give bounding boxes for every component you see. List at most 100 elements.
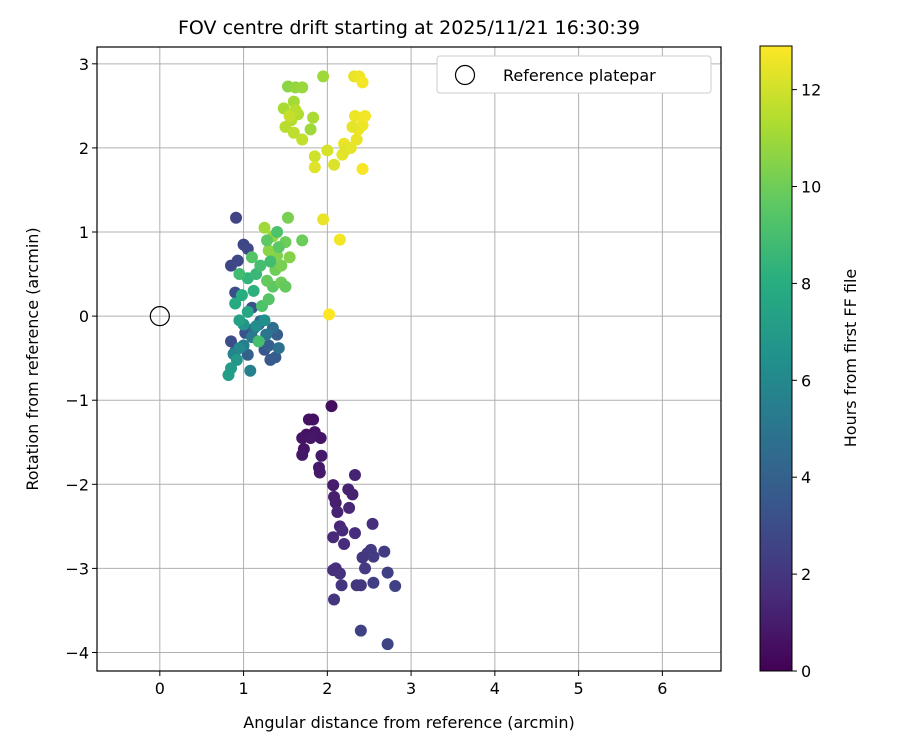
y-tick-label: −2 — [65, 475, 89, 494]
data-point — [317, 70, 330, 83]
chart-title: FOV centre drift starting at 2025/11/21 … — [178, 17, 640, 39]
colorbar-tick-label: 8 — [801, 274, 811, 293]
data-point — [269, 351, 282, 364]
y-tick-label: 1 — [79, 223, 89, 242]
data-point — [308, 161, 321, 174]
data-point — [258, 221, 271, 234]
data-point — [348, 469, 361, 482]
data-point — [241, 305, 254, 318]
data-point — [231, 254, 244, 267]
plot-frame — [96, 46, 722, 672]
data-point — [354, 579, 367, 592]
data-point — [328, 593, 341, 606]
data-point — [262, 339, 275, 352]
data-point — [381, 638, 394, 651]
y-tick-label: −1 — [65, 391, 89, 410]
data-point — [323, 308, 336, 321]
data-point — [381, 566, 394, 579]
legend-box — [436, 55, 712, 94]
data-point — [307, 111, 320, 124]
data-point — [262, 244, 275, 257]
data-point — [245, 251, 258, 264]
data-point — [247, 284, 260, 297]
data-point — [272, 241, 285, 254]
data-point — [335, 579, 348, 592]
data-point — [250, 320, 263, 333]
data-point — [359, 109, 372, 122]
data-point — [304, 432, 317, 445]
colorbar — [759, 45, 793, 672]
data-point — [275, 259, 288, 272]
data-point — [378, 545, 391, 558]
data-point — [313, 466, 326, 479]
data-points — [222, 70, 402, 651]
data-point — [296, 448, 309, 461]
data-point — [261, 234, 274, 247]
data-point — [321, 144, 334, 157]
y-axis-ticks: −4 −3 −2 −1 0 1 2 3 — [65, 55, 97, 662]
data-point — [233, 268, 246, 281]
x-axis-ticks: 0 1 2 3 4 5 6 — [155, 671, 667, 698]
x-tick-label: 0 — [155, 679, 165, 698]
data-point — [287, 126, 300, 139]
data-point — [230, 211, 243, 224]
data-point — [343, 501, 356, 514]
y-tick-label: −3 — [65, 559, 89, 578]
data-point — [336, 524, 349, 537]
data-point — [254, 259, 267, 272]
data-point — [222, 368, 235, 381]
data-point — [354, 624, 367, 637]
data-point — [230, 353, 243, 366]
x-tick-label: 3 — [406, 679, 416, 698]
data-point — [350, 133, 363, 146]
data-point — [328, 158, 341, 171]
data-point — [346, 120, 359, 133]
data-point — [327, 479, 340, 492]
colorbar-tick-label: 12 — [801, 81, 821, 100]
data-point — [302, 413, 315, 426]
x-tick-label: 4 — [490, 679, 500, 698]
data-point — [338, 538, 351, 551]
data-point — [317, 213, 330, 226]
data-point — [356, 76, 369, 89]
colorbar-tick-label: 10 — [801, 178, 821, 197]
gridlines — [97, 47, 721, 671]
data-point — [233, 342, 246, 355]
data-point — [333, 233, 346, 246]
data-point — [262, 293, 275, 306]
data-point — [241, 348, 254, 361]
data-point — [264, 255, 277, 268]
data-point — [296, 133, 309, 146]
data-point — [229, 297, 242, 310]
x-tick-label: 2 — [322, 679, 332, 698]
x-tick-label: 5 — [574, 679, 584, 698]
data-point — [367, 576, 380, 589]
data-point — [366, 517, 379, 530]
data-point — [367, 550, 380, 563]
data-point — [258, 314, 271, 327]
colorbar-tick-label: 0 — [801, 662, 811, 681]
x-axis-label: Angular distance from reference (arcmin) — [243, 713, 574, 732]
colorbar-tick-label: 4 — [801, 468, 811, 487]
colorbar-label: Hours from first FF file — [841, 269, 860, 448]
data-point — [279, 280, 292, 293]
reference-platepar-marker — [149, 306, 170, 327]
data-point — [329, 496, 342, 509]
data-point — [272, 342, 285, 355]
data-point — [296, 234, 309, 247]
x-tick-label: 6 — [657, 679, 667, 698]
data-point — [225, 335, 238, 348]
legend-marker-icon — [454, 64, 476, 86]
data-point — [304, 123, 317, 136]
data-point — [244, 364, 257, 377]
y-tick-label: 2 — [79, 139, 89, 158]
data-point — [308, 150, 321, 163]
x-tick-label: 1 — [238, 679, 248, 698]
data-point — [235, 289, 248, 302]
colorbar-tick-label: 6 — [801, 371, 811, 390]
y-tick-label: −4 — [65, 643, 89, 662]
legend-label: Reference platepar — [503, 66, 656, 85]
legend: Reference platepar — [436, 55, 712, 94]
y-tick-label: 3 — [79, 55, 89, 74]
